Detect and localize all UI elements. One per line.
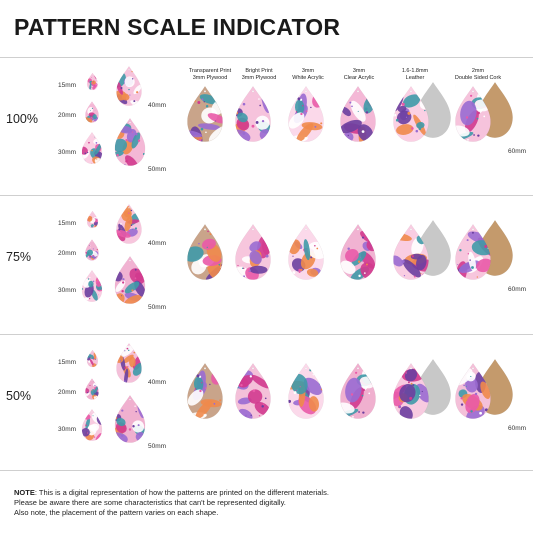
scale-percent-label: 50% [6, 389, 32, 403]
sample-drop-50mm [112, 393, 148, 445]
size-label-20mm: 20mm [58, 112, 77, 119]
material-drop-white-acrylic [285, 222, 327, 282]
scale-section-3: 50% 15mm 20mm 30mm 40mm 50mm 60mm [0, 337, 533, 472]
size-label-40mm: 40mm [148, 240, 167, 247]
sample-drop-20mm [84, 238, 100, 262]
note-label: NOTE [14, 488, 35, 497]
size-label-15mm: 15mm [58, 82, 77, 89]
material-drop-leather-front [390, 84, 432, 144]
material-drop-transparent-plywood [184, 84, 226, 144]
sample-drop-20mm [84, 377, 100, 401]
scale-percent-label: 100% [6, 112, 38, 126]
material-drop-cork-front [452, 84, 494, 144]
sample-drop-15mm [86, 349, 99, 368]
size-label-20mm: 20mm [58, 389, 77, 396]
size-label-60mm: 60mm [508, 425, 527, 432]
sample-drop-30mm [80, 268, 104, 304]
material-drop-clear-acrylic [337, 361, 379, 421]
material-drop-bright-plywood [232, 361, 274, 421]
material-header-white-acrylic: 3mm White Acrylic [292, 68, 324, 81]
sample-drop-40mm [114, 341, 144, 385]
material-drop-clear-acrylic [337, 84, 379, 144]
size-label-30mm: 30mm [58, 149, 77, 156]
size-label-15mm: 15mm [58, 220, 77, 227]
material-drop-leather-front [390, 222, 432, 282]
material-drop-transparent-plywood [184, 361, 226, 421]
sample-drop-15mm [86, 210, 99, 229]
size-label-20mm: 20mm [58, 250, 77, 257]
material-header-transparent-plywood: Transparent Print 3mm Plywood [188, 68, 232, 81]
material-drop-cork-front [452, 361, 494, 421]
note-text: NOTE: This is a digital representation o… [14, 488, 519, 518]
size-label-40mm: 40mm [148, 102, 167, 109]
divider-2 [0, 334, 533, 335]
scale-percent-label: 75% [6, 250, 32, 264]
sample-drop-20mm [84, 100, 100, 124]
material-drop-white-acrylic [285, 84, 327, 144]
size-label-15mm: 15mm [58, 359, 77, 366]
size-label-50mm: 50mm [148, 304, 167, 311]
divider-1 [0, 195, 533, 196]
size-label-60mm: 60mm [508, 286, 527, 293]
size-label-50mm: 50mm [148, 166, 167, 173]
sample-drop-15mm [86, 72, 99, 91]
sample-drop-50mm [112, 116, 148, 168]
material-drop-bright-plywood [232, 222, 274, 282]
note-line-2: Please be aware there are some character… [14, 498, 286, 507]
scale-section-2: 75% 15mm 20mm 30mm 40mm 50mm 60mm [0, 198, 533, 333]
scale-section-1: 100% 15mm 20mm 30mm 40mm 50mm 60mm [0, 60, 533, 195]
size-label-50mm: 50mm [148, 443, 167, 450]
sample-drop-30mm [80, 407, 104, 443]
size-label-30mm: 30mm [58, 426, 77, 433]
size-label-60mm: 60mm [508, 148, 527, 155]
sample-drop-40mm [114, 64, 144, 108]
material-header-bright-plywood: Bright Print 3mm Plywood [241, 68, 277, 81]
sample-drop-50mm [112, 254, 148, 306]
material-drop-bright-plywood [232, 84, 274, 144]
divider-top [0, 57, 533, 58]
material-drop-white-acrylic [285, 361, 327, 421]
material-header-cork: 2mm Double Sided Cork [454, 68, 502, 81]
divider-bottom [0, 470, 533, 471]
material-header-leather: 1.6-1.8mm Leather [401, 68, 429, 81]
sample-drop-40mm [114, 202, 144, 246]
material-drop-leather-front [390, 361, 432, 421]
material-drop-cork-front [452, 222, 494, 282]
size-label-40mm: 40mm [148, 379, 167, 386]
note-line-1: : This is a digital representation of ho… [34, 488, 329, 497]
sample-drop-30mm [80, 130, 104, 166]
page-title: PATTERN SCALE INDICATOR [14, 14, 341, 40]
note-line-3: Also note, the placement of the pattern … [14, 508, 219, 517]
material-drop-transparent-plywood [184, 222, 226, 282]
material-header-clear-acrylic: 3mm Clear Acrylic [343, 68, 375, 81]
size-label-30mm: 30mm [58, 287, 77, 294]
material-drop-clear-acrylic [337, 222, 379, 282]
